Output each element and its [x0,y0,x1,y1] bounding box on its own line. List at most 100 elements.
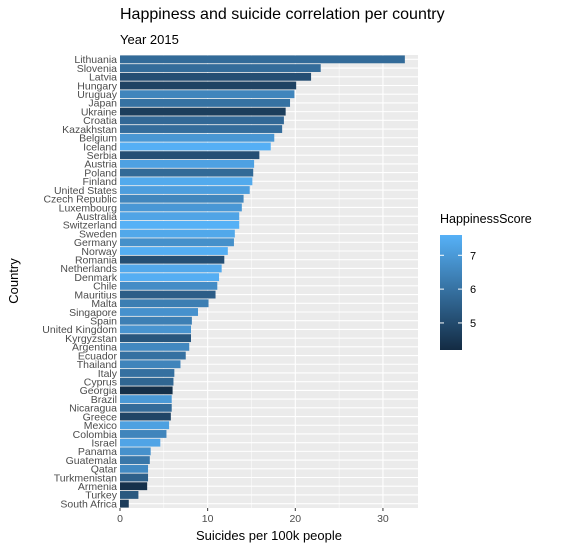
y-tick-label: United States [54,185,117,197]
y-tick-label: Italy [98,368,118,380]
legend-ticks: 5 6 7 [440,250,476,330]
bar [120,90,295,99]
bar [120,229,235,238]
y-tick-label: Turkey [85,490,117,502]
y-tick-label: United Kingdom [42,324,117,336]
y-tick-label: Uruguay [77,89,117,101]
y-tick-label: Slovenia [77,63,117,75]
x-tick-label: 10 [202,513,214,525]
y-tick-label: Iceland [83,141,117,153]
y-tick-label: Georgia [80,385,118,397]
bar [120,308,199,316]
y-tick-label: Poland [84,167,117,179]
bar [120,168,254,177]
bar [120,299,209,308]
bar [120,430,167,438]
y-tick-label: Qatar [91,464,118,476]
y-tick-label: Israel [91,437,117,449]
bar [120,159,255,168]
bar [120,186,250,194]
bar [120,369,175,377]
y-tick-label: Serbia [87,150,118,162]
y-tick-label: South Africa [60,498,117,510]
bar [120,255,225,264]
y-tick-label: Nicaragua [69,403,117,415]
y-tick-label: Sweden [79,228,117,240]
legend-tick-label: 7 [470,250,476,262]
bar [120,142,271,151]
y-tick-label: Croatia [83,115,117,127]
bar [120,482,148,491]
bar [120,273,220,282]
legend: HappinessScore 5 6 7 [440,212,532,350]
y-tick-label: Norway [81,246,117,258]
bar [120,220,240,229]
y-tick-label: Netherlands [60,263,117,275]
chart-subtitle: Year 2015 [120,32,179,47]
bar [120,281,218,290]
y-tick-label: Denmark [74,272,117,284]
bar [120,72,312,81]
y-axis-title: Country [6,258,21,304]
x-tick-label: 0 [117,513,123,525]
y-tick-label: Czech Republic [43,194,117,206]
x-axis-title: Suicides per 100k people [196,528,342,543]
y-tick-label: Germany [74,237,118,249]
bar [120,125,283,133]
bars [120,55,405,508]
y-tick-label: Spain [90,316,117,328]
bar [120,491,139,499]
bar [120,377,174,386]
y-tick-label: Panama [78,446,117,458]
y-tick-label: Mauritius [74,289,117,301]
bar [120,342,190,351]
legend-tick-label: 5 [470,318,476,330]
y-tick-label: Kazakhstan [62,124,117,136]
bar [120,81,297,90]
x-tick-labels: 0 10 20 30 [117,508,389,525]
bar [120,290,216,299]
bar [120,194,244,203]
y-tick-label: Kyrgyzstan [65,333,117,345]
y-tick-label: Lithuania [74,54,117,66]
bar [120,133,275,142]
bar [120,212,240,221]
bar [120,203,242,212]
bar [120,238,234,247]
bar [120,325,191,334]
y-tick-label: Turkmenistan [54,472,117,484]
y-tick-label: Australia [76,211,117,223]
y-tick-label: Austria [84,159,117,171]
bar [120,177,253,186]
y-tick-label: Singapore [69,307,117,319]
bar [120,412,171,421]
y-tick-label: Belgium [79,133,117,145]
y-tick-label: Latvia [89,72,117,84]
bar [120,151,260,160]
y-tick-label: Chile [93,281,117,293]
chart-title: Happiness and suicide correlation per co… [120,6,445,23]
bar [120,64,321,72]
y-tick-label: Argentina [72,342,117,354]
y-tick-label: Armenia [78,481,117,493]
x-tick-label: 20 [289,513,301,525]
bar [120,386,173,395]
y-tick-label: Switzerland [63,220,117,232]
bar [120,247,228,255]
legend-colorbar [440,235,462,350]
y-tick-labels: LithuaniaSloveniaLatviaHungaryUruguayJap… [42,54,117,510]
bar [120,264,222,273]
y-tick-label: Thailand [77,359,117,371]
bar [120,447,151,456]
y-tick-label: Brazil [91,394,117,406]
bar [120,107,286,116]
bar [120,456,150,465]
y-tick-label: Cyprus [84,376,117,388]
bar [120,499,129,508]
bar [120,334,191,343]
legend-tick-label: 6 [470,284,476,296]
y-tick-label: Romania [75,255,117,267]
bar [120,421,170,430]
legend-title: HappinessScore [440,212,532,226]
bar [120,395,172,404]
